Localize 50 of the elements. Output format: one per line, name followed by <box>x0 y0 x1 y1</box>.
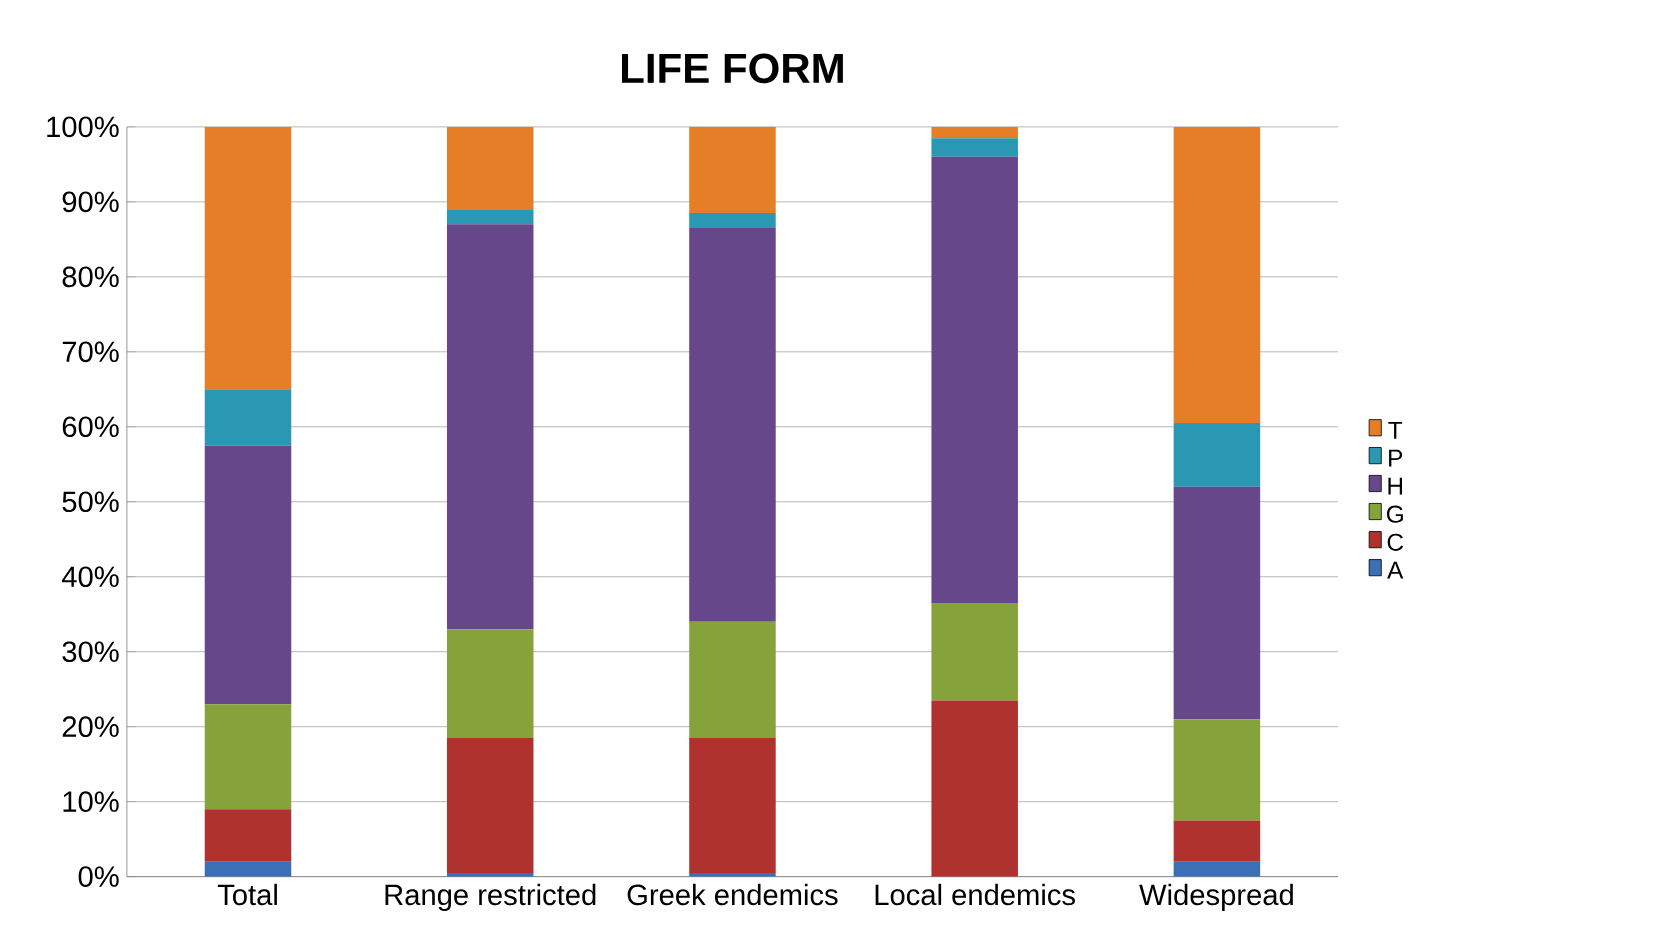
bar <box>1173 127 1261 424</box>
bar <box>204 445 292 705</box>
y-tick-label: 0% <box>78 866 119 888</box>
y-tick-label: 80% <box>62 266 119 288</box>
bar <box>204 389 292 446</box>
legend-label: T <box>1388 422 1403 439</box>
bar <box>446 738 534 874</box>
bar <box>931 157 1018 604</box>
x-tick-label: Total <box>217 883 277 906</box>
bar <box>204 861 292 877</box>
bar <box>689 127 776 214</box>
y-tick-label: 40% <box>61 566 119 588</box>
bar <box>446 209 534 225</box>
bar <box>931 700 1018 877</box>
y-tick-label: 70% <box>62 341 119 363</box>
bar <box>931 138 1018 158</box>
y-tick-label: 100% <box>47 116 119 138</box>
bar <box>931 127 1018 139</box>
bar <box>689 228 776 622</box>
bar <box>446 224 534 630</box>
bar <box>446 629 534 739</box>
x-tick-label: Local endemics <box>875 883 1075 906</box>
y-tick-label: 10% <box>63 791 119 813</box>
bar <box>204 127 292 390</box>
x-tick-label: Greek endemics <box>627 883 838 906</box>
y-tick-label: 30% <box>62 641 119 663</box>
bar <box>1173 719 1261 821</box>
y-tick-label: 90% <box>62 191 119 213</box>
x-tick-label: Range restricted <box>385 883 596 912</box>
y-tick-label: 60% <box>62 416 119 438</box>
bar <box>204 809 292 862</box>
bar <box>204 704 292 810</box>
bar <box>446 127 534 210</box>
bar <box>1173 423 1261 487</box>
legend-label: P <box>1389 450 1403 467</box>
legend-label: H <box>1388 477 1403 495</box>
bar <box>689 738 776 874</box>
bar <box>931 603 1018 701</box>
bar <box>1173 486 1261 720</box>
bar <box>1173 861 1261 877</box>
chart-title: LIFE FORM <box>621 53 843 84</box>
y-tick-label: 50% <box>62 491 119 513</box>
legend-label: C <box>1387 533 1404 552</box>
bar <box>689 621 776 739</box>
legend-label: G <box>1386 505 1403 523</box>
x-tick-label: Widespread <box>1139 883 1293 912</box>
bar <box>1173 820 1261 862</box>
y-tick-label: 20% <box>62 716 119 738</box>
legend-label: A <box>1387 562 1404 579</box>
bar <box>689 213 776 229</box>
